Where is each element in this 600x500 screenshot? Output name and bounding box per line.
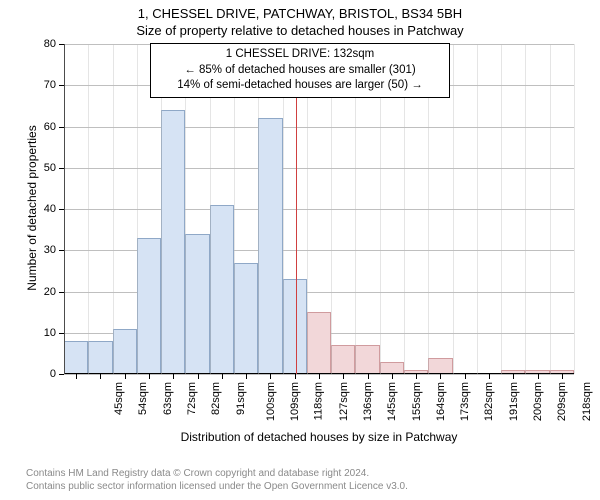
xtick-mark: [246, 374, 247, 379]
histogram-bar: [64, 341, 88, 374]
ytick-label: 70: [32, 79, 56, 91]
ytick-label: 10: [32, 327, 56, 339]
xtick-mark: [513, 374, 514, 379]
info-box-line2: ← 85% of detached houses are smaller (30…: [157, 63, 443, 79]
xtick-label: 164sqm: [435, 382, 447, 421]
histogram-bar: [234, 263, 258, 374]
xtick-mark: [416, 374, 417, 379]
ytick-mark: [59, 292, 64, 293]
ytick-mark: [59, 209, 64, 210]
xtick-label: 191sqm: [508, 382, 520, 421]
ytick-label: 80: [32, 38, 56, 50]
ytick-label: 60: [32, 121, 56, 133]
ytick-label: 40: [32, 203, 56, 215]
histogram-bar: [283, 279, 307, 374]
xtick-label: 63sqm: [162, 382, 174, 415]
xtick-label: 155sqm: [411, 382, 423, 421]
ytick-mark: [59, 168, 64, 169]
grid-line-v: [88, 44, 89, 374]
xtick-mark: [489, 374, 490, 379]
xtick-mark: [343, 374, 344, 379]
xtick-mark: [295, 374, 296, 379]
footnote: Contains HM Land Registry data © Crown c…: [26, 468, 408, 493]
xtick-mark: [440, 374, 441, 379]
xtick-label: 136sqm: [362, 382, 374, 421]
histogram-bar: [185, 234, 209, 374]
xtick-mark: [270, 374, 271, 379]
x-axis-label: Distribution of detached houses by size …: [64, 430, 574, 444]
xtick-mark: [125, 374, 126, 379]
info-box-line1: 1 CHESSEL DRIVE: 132sqm: [157, 47, 443, 63]
xtick-mark: [198, 374, 199, 379]
xtick-label: 145sqm: [386, 382, 398, 421]
ytick-label: 20: [32, 286, 56, 298]
histogram-bar: [355, 345, 379, 374]
histogram-bar: [88, 341, 112, 374]
xtick-label: 82sqm: [210, 382, 222, 415]
footnote-line1: Contains HM Land Registry data © Crown c…: [26, 468, 408, 481]
ytick-label: 30: [32, 244, 56, 256]
ytick-label: 50: [32, 162, 56, 174]
grid-line-v: [501, 44, 502, 374]
xtick-mark: [173, 374, 174, 379]
histogram-bar: [258, 118, 282, 374]
grid-line: [64, 168, 574, 169]
ytick-mark: [59, 333, 64, 334]
histogram-bar: [113, 329, 137, 374]
xtick-label: 91sqm: [235, 382, 247, 415]
xtick-label: 100sqm: [265, 382, 277, 421]
grid-line-v: [574, 44, 575, 374]
xtick-label: 127sqm: [338, 382, 350, 421]
grid-line-v: [525, 44, 526, 374]
xtick-label: 209sqm: [556, 382, 568, 421]
xtick-mark: [392, 374, 393, 379]
xtick-label: 45sqm: [113, 382, 125, 415]
ytick-label: 0: [32, 368, 56, 380]
xtick-mark: [100, 374, 101, 379]
grid-line-v: [137, 44, 138, 374]
ytick-mark: [59, 85, 64, 86]
grid-line-v: [113, 44, 114, 374]
xtick-label: 218sqm: [581, 382, 593, 421]
xtick-mark: [368, 374, 369, 379]
histogram-bar: [137, 238, 161, 374]
histogram-bar: [428, 358, 452, 375]
histogram-bar: [307, 312, 331, 374]
ytick-mark: [59, 374, 64, 375]
ytick-mark: [59, 127, 64, 128]
footnote-line2: Contains public sector information licen…: [26, 481, 408, 494]
xtick-label: 182sqm: [484, 382, 496, 421]
info-box: 1 CHESSEL DRIVE: 132sqm ← 85% of detache…: [150, 43, 450, 98]
xtick-mark: [562, 374, 563, 379]
xtick-label: 173sqm: [459, 382, 471, 421]
grid-line-v: [64, 44, 65, 374]
grid-line-v: [453, 44, 454, 374]
xtick-label: 72sqm: [186, 382, 198, 415]
xtick-mark: [319, 374, 320, 379]
grid-line-v: [550, 44, 551, 374]
grid-line-v: [477, 44, 478, 374]
xtick-mark: [76, 374, 77, 379]
grid-line: [64, 209, 574, 210]
histogram-bar: [331, 345, 355, 374]
xtick-mark: [222, 374, 223, 379]
chart-title-line2: Size of property relative to detached ho…: [0, 23, 600, 38]
xtick-mark: [538, 374, 539, 379]
xtick-mark: [465, 374, 466, 379]
info-box-line3: 14% of semi-detached houses are larger (…: [157, 78, 443, 94]
grid-line: [64, 127, 574, 128]
chart-title-line1: 1, CHESSEL DRIVE, PATCHWAY, BRISTOL, BS3…: [0, 0, 600, 23]
ytick-mark: [59, 44, 64, 45]
ytick-mark: [59, 250, 64, 251]
xtick-label: 109sqm: [289, 382, 301, 421]
xtick-label: 200sqm: [532, 382, 544, 421]
xtick-mark: [149, 374, 150, 379]
histogram-bar: [161, 110, 185, 374]
histogram-bar: [210, 205, 234, 374]
xtick-label: 54sqm: [137, 382, 149, 415]
xtick-label: 118sqm: [313, 382, 325, 420]
